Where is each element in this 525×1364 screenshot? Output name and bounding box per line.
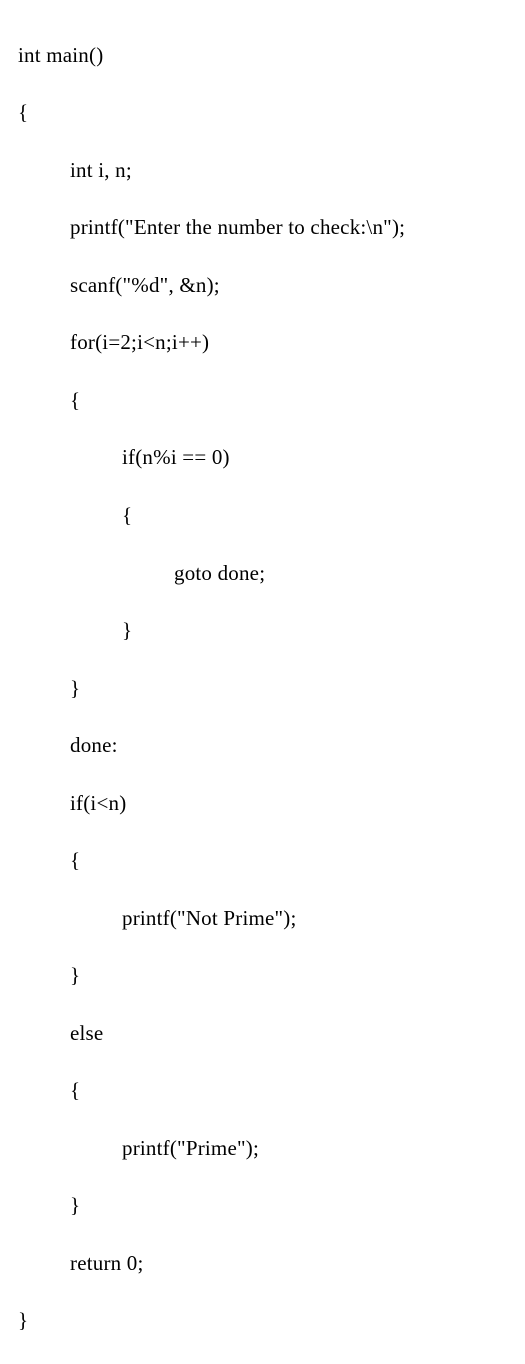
code-line: scanf("%d", &n); (70, 271, 525, 300)
code-line: { (70, 386, 525, 415)
code-line: return 0; (70, 1249, 525, 1278)
code-line: int main() (18, 41, 525, 70)
code-line: } (70, 1191, 525, 1220)
code-line: for(i=2;i<n;i++) (70, 328, 525, 357)
code-line: } (70, 674, 525, 703)
code-line: } (122, 616, 525, 645)
code-line: if(n%i == 0) (122, 443, 525, 472)
code-line: { (70, 846, 525, 875)
code-line: } (70, 961, 525, 990)
code-line: { (18, 98, 525, 127)
code-block: int main() { int i, n; printf("Enter the… (0, 0, 525, 1364)
code-line: done: (70, 731, 525, 760)
code-line: printf("Prime"); (122, 1134, 525, 1163)
code-line: printf("Enter the number to check:\n"); (70, 213, 525, 242)
code-line: } (18, 1306, 525, 1335)
code-line: { (70, 1076, 525, 1105)
code-line: if(i<n) (70, 789, 525, 818)
code-line: { (122, 501, 525, 530)
code-line: goto done; (174, 559, 525, 588)
code-line: printf("Not Prime"); (122, 904, 525, 933)
code-line: int i, n; (70, 156, 525, 185)
code-line: else (70, 1019, 525, 1048)
